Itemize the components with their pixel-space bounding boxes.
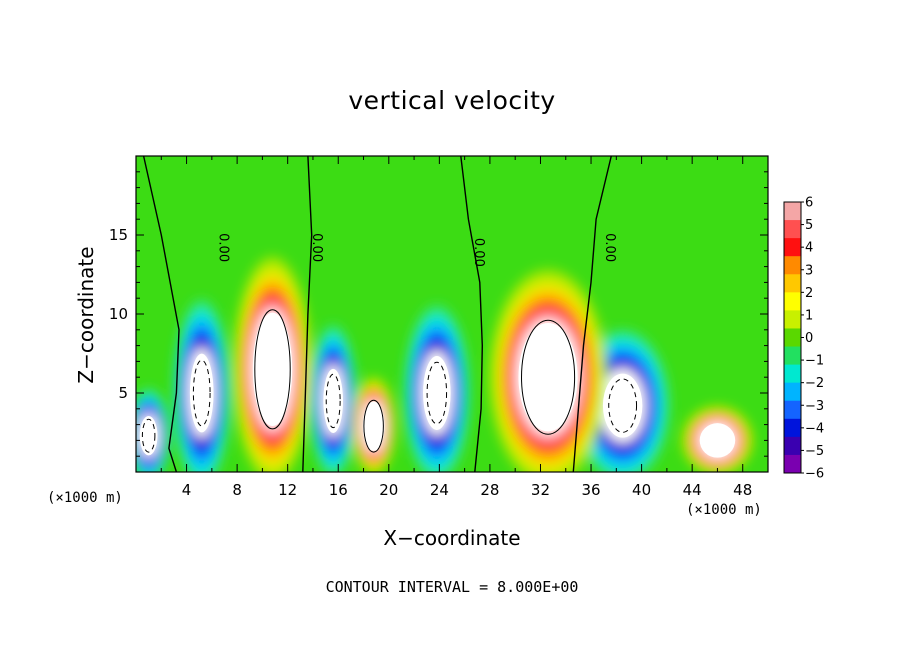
- x-tick-label-2: 12: [278, 481, 297, 499]
- colorbar-swatch-4: [784, 274, 801, 293]
- x-tick-label-1: 8: [232, 481, 242, 499]
- zero-contour-1: [302, 156, 313, 472]
- colorbar-label-5: 1: [805, 308, 813, 323]
- core-white-0: [252, 312, 293, 426]
- colorbar: 6 5 4 3 2 1 0 −1 −2 −3 −4 −5 −6: [783, 196, 824, 482]
- downdraft-contour-1: [192, 359, 211, 427]
- core-white-5: [189, 353, 214, 433]
- x-tick-label-4: 20: [379, 481, 398, 499]
- colorbar-label-1: 5: [805, 218, 813, 233]
- x-tick-label-9: 40: [632, 481, 651, 499]
- colorbar-swatch-5: [784, 292, 801, 311]
- x-tick-label-0: 4: [182, 481, 192, 499]
- colorbar-label-7: −1: [805, 354, 824, 369]
- colorbar-label-12: −6: [805, 467, 824, 482]
- x-tick-label-11: 48: [733, 481, 752, 499]
- core-white-2: [362, 401, 385, 451]
- colorbar-label-2: 4: [805, 241, 813, 256]
- y-tick-label-2: 15: [109, 226, 128, 244]
- z-unit-label: (×1000 m): [47, 490, 123, 506]
- contour-label-2: 0.00: [471, 238, 486, 267]
- colorbar-swatch-2: [784, 238, 801, 257]
- x-tick-label-3: 16: [329, 481, 348, 499]
- colorbar-label-3: 3: [805, 263, 813, 278]
- y-tick-label-1: 10: [109, 305, 128, 323]
- colorbar-label-8: −2: [805, 376, 824, 391]
- colorbar-label-4: 2: [805, 286, 813, 301]
- colorbar-label-10: −4: [805, 421, 824, 436]
- x-tick-label-10: 44: [683, 481, 702, 499]
- colorbar-swatch-0: [784, 202, 801, 221]
- chart-title: vertical velocity: [348, 86, 556, 115]
- contour-label-3: 0.00: [602, 233, 617, 262]
- colorbar-swatch-8: [784, 346, 801, 366]
- updraft-contour-1: [521, 319, 576, 435]
- contour-lines: 0.00 0.00 0.00 0.00: [141, 156, 638, 472]
- downdraft-contour-0: [141, 418, 156, 453]
- core-white-4: [139, 415, 158, 456]
- core-white-6: [323, 368, 344, 433]
- x-tick-label-5: 24: [430, 481, 449, 499]
- updraft-contour-2: [363, 399, 384, 453]
- x-tick-label-8: 36: [581, 481, 600, 499]
- y-tick-label-0: 5: [118, 384, 128, 402]
- x-tick-label-6: 28: [480, 481, 499, 499]
- colorbar-label-9: −3: [805, 399, 824, 414]
- colorbar-swatch-10: [784, 382, 801, 402]
- downdraft-contour-3: [426, 361, 448, 425]
- core-white-8: [602, 373, 643, 438]
- colorbar-swatch-9: [784, 364, 801, 384]
- x-unit-label: (×1000 m): [686, 502, 762, 518]
- core-white-7: [423, 356, 451, 430]
- downdraft-contour-4: [608, 378, 638, 433]
- colorbar-swatch-6: [784, 310, 801, 329]
- core-highlights: [139, 312, 736, 458]
- contour-label-1: 0.00: [309, 233, 324, 262]
- colorbar-label-11: −5: [805, 444, 824, 459]
- zero-contour-3: [572, 156, 612, 472]
- zero-contour-0: [142, 156, 180, 472]
- colorbar-swatch-1: [784, 220, 801, 239]
- colorbar-swatch-3: [784, 256, 801, 275]
- core-white-3: [699, 423, 736, 458]
- colorbar-swatch-7: [784, 328, 801, 348]
- x-axis-label: X−coordinate: [383, 526, 521, 550]
- colorbar-swatch-14: [784, 454, 801, 474]
- colorbar-swatch-11: [784, 400, 801, 420]
- zero-contour-2: [460, 156, 484, 472]
- x-tick-label-7: 32: [531, 481, 550, 499]
- colorbar-label-6: 0: [805, 331, 813, 346]
- colorbar-swatch-13: [784, 436, 801, 456]
- contour-label-0: 0.00: [215, 233, 230, 262]
- velocity-field: [136, 156, 768, 472]
- contour-interval-note: CONTOUR INTERVAL = 8.000E+00: [325, 578, 579, 596]
- colorbar-label-0: 6: [805, 196, 813, 211]
- colorbar-swatch-12: [784, 418, 801, 438]
- updraft-contour-0: [254, 309, 291, 430]
- core-white-1: [518, 322, 578, 432]
- downdraft-contour-2: [325, 373, 341, 429]
